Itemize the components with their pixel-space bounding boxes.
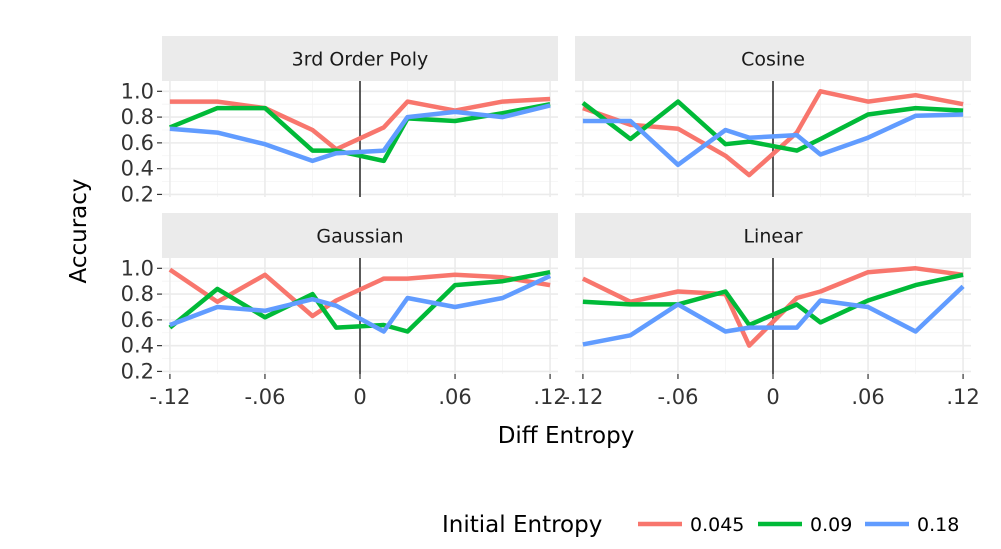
x-tick-label: -.12 — [149, 385, 190, 409]
x-tick-label: .06 — [851, 385, 884, 409]
x-tick-label: -.12 — [562, 385, 603, 409]
legend-title: Initial Entropy — [442, 512, 602, 538]
x-axis-title: Diff Entropy — [498, 423, 635, 449]
legend-label: 0.18 — [917, 514, 959, 536]
series-line-0_18 — [582, 284, 965, 347]
y-tick-label: 1.0 — [121, 256, 154, 280]
series-line-0_045 — [169, 96, 551, 152]
series-line-0_09 — [169, 101, 551, 164]
facet-title: 3rd Order Poly — [292, 49, 429, 71]
x-tick-label: 0 — [353, 385, 366, 409]
y-tick-label: 1.0 — [121, 79, 154, 103]
facet-strip — [575, 36, 971, 81]
x-tick-label: .06 — [438, 385, 471, 409]
y-tick-label: 0.2 — [121, 182, 154, 206]
x-tick-label: .12 — [946, 385, 979, 409]
y-tick-label: 0.8 — [121, 282, 154, 306]
x-tick-label: -.06 — [657, 385, 698, 409]
x-tick-label: .12 — [533, 385, 566, 409]
facet-title: Linear — [743, 226, 802, 248]
legend-label: 0.045 — [690, 514, 744, 536]
series-line-0_045 — [582, 89, 964, 178]
x-tick-label: 0 — [766, 385, 779, 409]
x-tick-label: -.06 — [244, 385, 285, 409]
y-tick-label: 0.2 — [121, 359, 154, 383]
facet-strip — [162, 213, 558, 258]
series-line-0_045 — [581, 266, 964, 348]
facet-strip — [162, 36, 558, 81]
series-line-0_09 — [168, 269, 551, 334]
facet-title: Gaussian — [316, 226, 403, 248]
y-tick-label: 0.8 — [121, 105, 154, 129]
series-line-0_045 — [168, 267, 551, 319]
y-tick-label: 0.4 — [121, 334, 154, 358]
facet-strip — [575, 213, 971, 258]
facet-title: Cosine — [741, 49, 805, 71]
series-line-0_09 — [582, 272, 964, 328]
y-tick-label: 0.6 — [121, 308, 154, 332]
y-tick-label: 0.6 — [121, 131, 154, 155]
series-line-0_09 — [581, 99, 964, 153]
legend-label: 0.09 — [810, 514, 852, 536]
y-tick-label: 0.4 — [121, 157, 154, 181]
series-line-0_18 — [169, 273, 552, 334]
series-line-0_18 — [169, 103, 551, 164]
series-line-0_18 — [582, 112, 964, 168]
y-axis-title: Accuracy — [66, 178, 92, 283]
